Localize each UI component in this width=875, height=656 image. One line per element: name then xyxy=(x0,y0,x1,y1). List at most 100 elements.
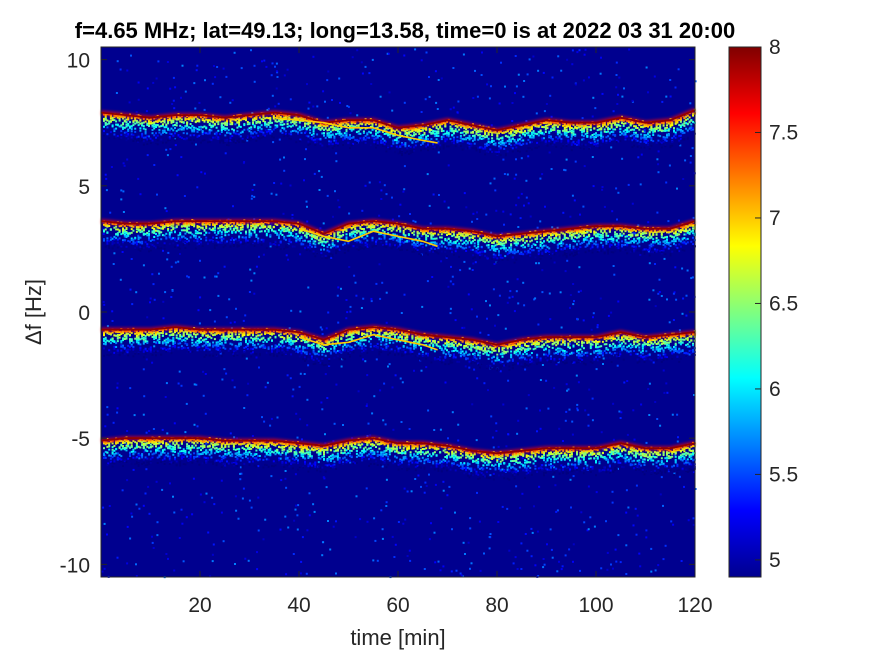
spectral-point xyxy=(186,132,189,135)
spectral-point xyxy=(239,135,242,138)
spectral-point xyxy=(168,132,171,135)
noise-speck xyxy=(586,529,589,532)
spectral-point xyxy=(174,231,176,234)
noise-speck xyxy=(139,193,142,196)
noise-speck xyxy=(251,194,254,197)
spectral-point xyxy=(404,142,407,145)
spectral-point xyxy=(219,140,222,143)
spectral-point xyxy=(250,127,253,130)
noise-speck xyxy=(592,316,594,319)
spectral-point xyxy=(238,119,241,122)
spectral-point xyxy=(574,143,577,145)
spectral-point xyxy=(409,152,412,155)
spectral-point xyxy=(125,227,128,230)
noise-speck xyxy=(131,303,134,306)
spectral-point xyxy=(394,146,396,149)
spectral-point xyxy=(283,123,286,126)
spectral-point xyxy=(624,137,627,140)
spectral-point xyxy=(184,243,187,246)
spectral-point xyxy=(141,225,144,228)
noise-speck xyxy=(489,536,492,539)
noise-speck xyxy=(444,381,447,384)
doppler-trace-1 xyxy=(100,107,696,157)
noise-speck xyxy=(599,297,602,300)
spectral-point xyxy=(305,122,308,125)
spectral-point xyxy=(106,133,109,136)
noise-speck xyxy=(664,544,667,547)
noise-speck xyxy=(147,485,150,488)
spectral-point xyxy=(125,230,128,233)
spectral-point xyxy=(229,137,232,140)
spectral-point xyxy=(605,125,608,128)
spectral-point xyxy=(127,232,130,235)
spectral-point xyxy=(194,247,197,250)
noise-speck xyxy=(392,428,395,431)
noise-speck xyxy=(515,204,518,207)
noise-speck xyxy=(135,575,138,578)
spectral-point xyxy=(232,227,235,230)
spectral-point xyxy=(406,131,409,134)
noise-speck xyxy=(524,368,527,371)
noise-speck xyxy=(579,213,581,216)
spectral-point xyxy=(487,137,490,140)
spectral-point xyxy=(115,233,118,236)
spectral-point xyxy=(401,129,403,132)
spectral-point xyxy=(196,240,199,243)
spectral-point xyxy=(248,233,251,236)
spectral-point xyxy=(156,246,159,249)
spectral-point xyxy=(158,247,161,250)
spectral-point xyxy=(260,238,263,241)
noise-speck xyxy=(183,195,186,197)
spectral-point xyxy=(572,142,575,145)
spectral-point xyxy=(364,141,367,144)
noise-speck xyxy=(126,69,129,72)
noise-speck xyxy=(185,137,188,140)
spectral-point xyxy=(645,136,648,139)
spectral-point xyxy=(442,133,445,136)
noise-speck xyxy=(378,181,381,184)
spectral-point xyxy=(158,227,161,230)
noise-speck xyxy=(156,534,159,537)
noise-speck xyxy=(253,195,256,198)
spectral-point xyxy=(570,149,573,152)
spectral-point xyxy=(269,120,272,123)
spectral-point xyxy=(146,234,149,237)
spectral-point xyxy=(387,144,390,147)
spectral-point xyxy=(210,129,213,132)
noise-speck xyxy=(470,308,473,311)
noise-speck xyxy=(169,87,172,90)
spectral-point xyxy=(132,242,135,245)
noise-speck xyxy=(514,556,517,559)
noise-speck xyxy=(378,263,381,266)
noise-speck xyxy=(469,517,472,520)
noise-speck xyxy=(435,101,438,104)
noise-speck xyxy=(541,269,544,272)
noise-speck xyxy=(296,528,299,531)
noise-speck xyxy=(294,508,297,511)
noise-speck xyxy=(632,409,635,412)
spectral-point xyxy=(127,118,130,121)
noise-speck xyxy=(166,61,169,63)
spectral-point xyxy=(203,120,206,123)
spectral-point xyxy=(246,241,249,244)
spectral-point xyxy=(189,231,192,234)
spectral-point xyxy=(182,243,185,246)
spectral-point xyxy=(414,129,417,132)
spectral-point xyxy=(510,140,513,143)
spectral-point xyxy=(336,130,339,132)
spectral-point xyxy=(648,134,651,137)
spectral-point xyxy=(536,141,539,144)
spectral-point xyxy=(141,242,144,245)
noise-speck xyxy=(158,272,160,275)
noise-speck xyxy=(239,478,242,481)
spectral-point xyxy=(465,132,468,135)
spectral-point xyxy=(558,136,561,139)
spectral-point xyxy=(660,141,663,144)
spectral-point xyxy=(673,127,675,130)
noise-speck xyxy=(690,277,693,280)
spectral-point xyxy=(236,133,239,136)
spectral-point xyxy=(231,128,234,131)
spectral-point xyxy=(485,150,488,153)
spectral-point xyxy=(153,224,156,227)
trace-layer xyxy=(100,107,696,481)
